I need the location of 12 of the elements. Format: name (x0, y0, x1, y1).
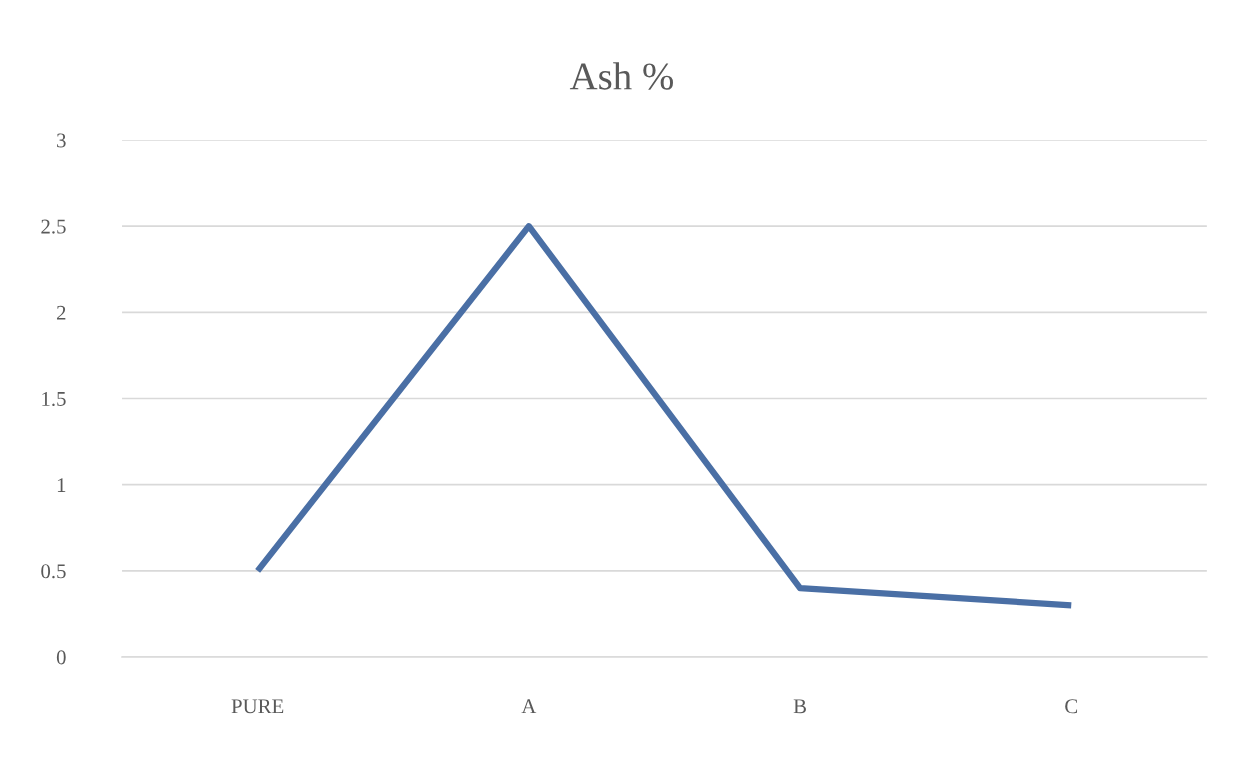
x-tick-label: B (793, 699, 806, 714)
x-tick-label: C (1065, 699, 1078, 714)
y-tick-label: 0.5 (41, 564, 66, 579)
y-tick-label: 2.5 (41, 219, 66, 234)
y-tick-label: 1.5 (42, 391, 66, 407)
x-tick-label: A (521, 699, 537, 714)
y-tick-label: 1 (57, 478, 66, 492)
chart-title: Ash % (569, 62, 673, 90)
x-tick-label: PURE (231, 699, 284, 714)
y-tick-label: 0 (56, 650, 66, 665)
y-tick-label: 2 (56, 305, 66, 320)
y-tick-label: 3 (57, 133, 66, 148)
